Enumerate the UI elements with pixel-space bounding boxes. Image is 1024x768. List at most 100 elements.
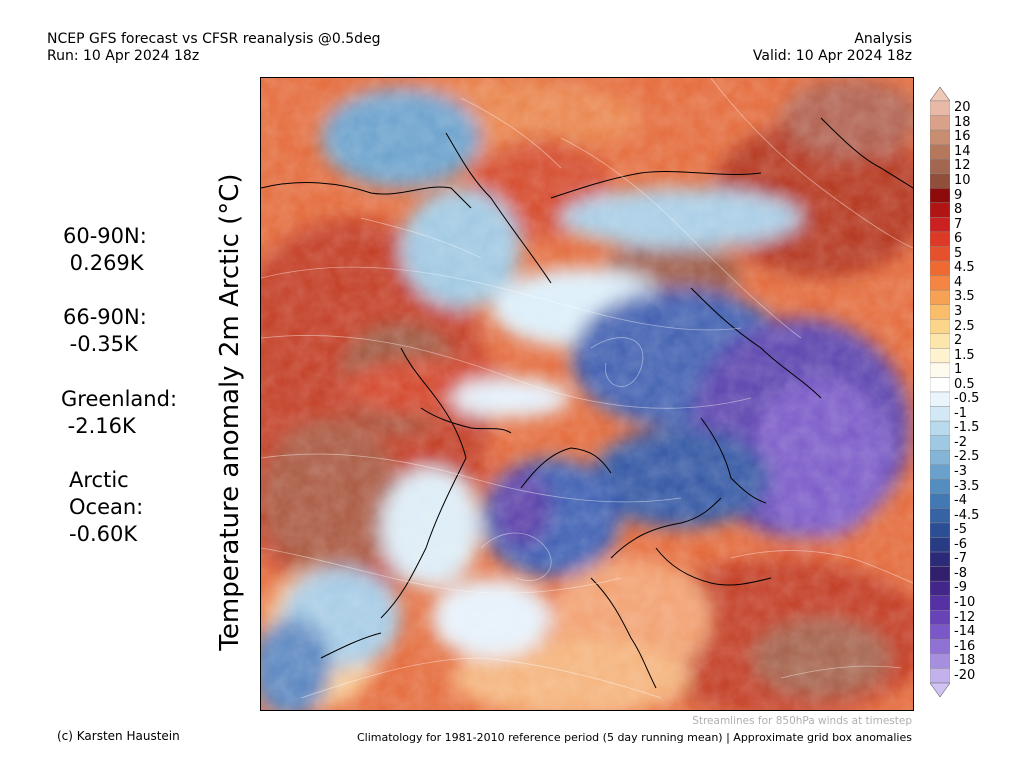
colorbar-tick-label: 7 [954, 216, 963, 232]
streamlines-note: Streamlines for 850hPa winds at timestep [692, 715, 912, 727]
stat-60-90n-value: 0.269K [63, 251, 144, 275]
stat-arctic-ocean-value: -0.60K [69, 522, 138, 546]
colorbar-tick-label: -4.5 [954, 507, 980, 523]
colorbar-box [930, 551, 950, 567]
colorbar-tick-label: 9 [954, 187, 963, 203]
field-texture [261, 78, 913, 710]
colorbar-tick-label: -10 [954, 594, 976, 610]
colorbar-box [930, 391, 950, 407]
colorbar-tick-label: -3.5 [954, 478, 980, 494]
colorbar-tick-label: -8 [954, 565, 967, 581]
colorbar-top-arrow [930, 87, 950, 102]
colorbar-tick-label: 0.5 [954, 376, 975, 392]
colorbar-tick-label: -9 [954, 580, 967, 596]
stat-greenland-value: -2.16K [61, 414, 136, 438]
colorbar-box [930, 508, 950, 524]
colorbar-tick-label: 1.5 [954, 347, 975, 363]
colorbar-tick-label: 5 [954, 245, 963, 261]
title-line-2: Run: 10 Apr 2024 18z [47, 48, 200, 64]
colorbar [930, 87, 950, 697]
colorbar-box [930, 246, 950, 262]
colorbar-tick-label: 10 [954, 173, 971, 189]
valid-time: Valid: 10 Apr 2024 18z [752, 48, 912, 64]
stat-60-90n-label: 60-90N: [63, 224, 147, 248]
colorbar-tick-label: -18 [954, 653, 976, 669]
map-canvas [261, 78, 913, 710]
colorbar-box [930, 129, 950, 145]
analysis-label: Analysis [854, 31, 912, 47]
colorbar-boxes [930, 100, 950, 684]
temperature-anomaly-map [260, 77, 914, 711]
colorbar-box [930, 668, 950, 684]
colorbar-box [930, 624, 950, 640]
colorbar-box [930, 464, 950, 480]
colorbar-tick-label: 20 [954, 100, 971, 116]
colorbar-box [930, 231, 950, 247]
colorbar-tick-label: -2.5 [954, 449, 980, 465]
colorbar-box [930, 435, 950, 451]
colorbar-box [930, 566, 950, 582]
colorbar-box [930, 653, 950, 669]
colorbar-tick-label: 4.5 [954, 260, 975, 276]
stat-greenland-label: Greenland: [61, 387, 178, 411]
colorbar-box [930, 260, 950, 276]
colorbar-tick-label: 14 [954, 143, 971, 159]
colorbar-tick-label: 18 [954, 114, 971, 130]
colorbar-box [930, 377, 950, 393]
colorbar-tick-label: 6 [954, 231, 963, 247]
copyright: (c) Karsten Haustein [57, 729, 180, 743]
colorbar-box [930, 580, 950, 596]
colorbar-tick-label: 3.5 [954, 289, 975, 305]
colorbar-tick-label: 2.5 [954, 318, 975, 334]
colorbar-tick-label: -4 [954, 493, 967, 509]
colorbar-box [930, 479, 950, 495]
colorbar-box [930, 158, 950, 174]
climatology-note: Climatology for 1981-2010 reference peri… [356, 731, 912, 744]
colorbar-box [930, 362, 950, 378]
colorbar-box [930, 595, 950, 611]
colorbar-tick-label: -1.5 [954, 420, 980, 436]
coastlines [261, 117, 913, 689]
colorbar-tick-label: 3 [954, 303, 963, 319]
colorbar-tick-label: -6 [954, 536, 967, 552]
stat-arctic-ocean-label: Arctic Ocean: [69, 468, 144, 519]
colorbar-box [930, 493, 950, 509]
stat-66-90n-label: 66-90N: [63, 305, 147, 329]
axis-label: Temperature anomaly 2m Arctic (°C) [215, 173, 245, 651]
colorbar-box [930, 217, 950, 233]
colorbar-tick-label: 2 [954, 333, 963, 349]
colorbar-tick-label: -12 [954, 609, 976, 625]
colorbar-box [930, 173, 950, 189]
streamlines [261, 78, 913, 699]
colorbar-box [930, 522, 950, 538]
colorbar-box [930, 450, 950, 465]
colorbar-tick-label: -14 [954, 624, 976, 640]
colorbar-tick-label: 1 [954, 362, 963, 378]
colorbar-tick-label: 8 [954, 202, 963, 218]
colorbar-box [930, 100, 950, 116]
colorbar-box [930, 639, 950, 655]
colorbar-bottom-arrow [930, 682, 950, 697]
colorbar-tick-label: 12 [954, 158, 971, 174]
colorbar-box [930, 319, 950, 335]
colorbar-tick-label: -2 [954, 434, 967, 450]
colorbar-box [930, 144, 950, 160]
valid-block: Analysis Valid: 10 Apr 2024 18z [753, 31, 912, 65]
colorbar-tick-label: -20 [954, 667, 976, 683]
colorbar-box [930, 289, 950, 305]
colorbar-tick-label: -3 [954, 464, 967, 480]
colorbar-tick-label: -5 [954, 522, 967, 538]
colorbar-box [930, 202, 950, 218]
colorbar-tick-label: -7 [954, 551, 967, 567]
colorbar-tick-label: 4 [954, 274, 963, 290]
title-line-1: NCEP GFS forecast vs CFSR reanalysis @0.… [47, 31, 381, 47]
colorbar-box [930, 537, 950, 553]
colorbar-box [930, 406, 950, 422]
colorbar-tick-label: -16 [954, 638, 976, 654]
colorbar-tick-label: -0.5 [954, 391, 980, 407]
title-block: NCEP GFS forecast vs CFSR reanalysis @0.… [47, 31, 381, 65]
colorbar-box [930, 275, 950, 291]
colorbar-box [930, 420, 950, 436]
colorbar-box [930, 348, 950, 364]
stat-66-90n-value: -0.35K [63, 332, 138, 356]
